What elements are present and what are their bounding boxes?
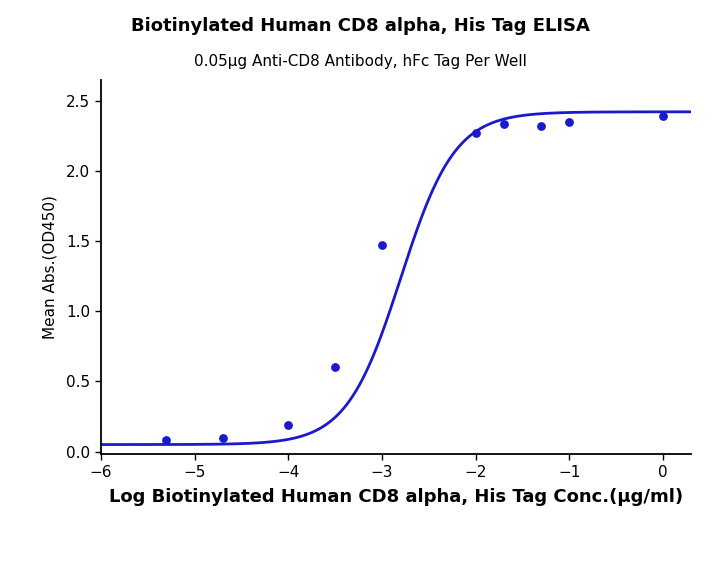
Point [498,120,510,129]
Point [161,436,172,445]
Point [470,128,482,137]
Point [217,433,228,442]
Point [329,363,341,372]
Text: Biotinylated Human CD8 alpha, His Tag ELISA: Biotinylated Human CD8 alpha, His Tag EL… [130,17,590,35]
Point [657,111,669,120]
Y-axis label: Mean Abs.(OD450): Mean Abs.(OD450) [43,195,58,339]
X-axis label: Log Biotinylated Human CD8 alpha, His Tag Conc.(μg/ml): Log Biotinylated Human CD8 alpha, His Ta… [109,488,683,506]
Point [376,241,387,250]
Point [282,420,294,429]
Text: 0.05μg Anti-CD8 Antibody, hFc Tag Per Well: 0.05μg Anti-CD8 Antibody, hFc Tag Per We… [194,54,526,69]
Point [564,117,575,126]
Point [536,122,547,131]
